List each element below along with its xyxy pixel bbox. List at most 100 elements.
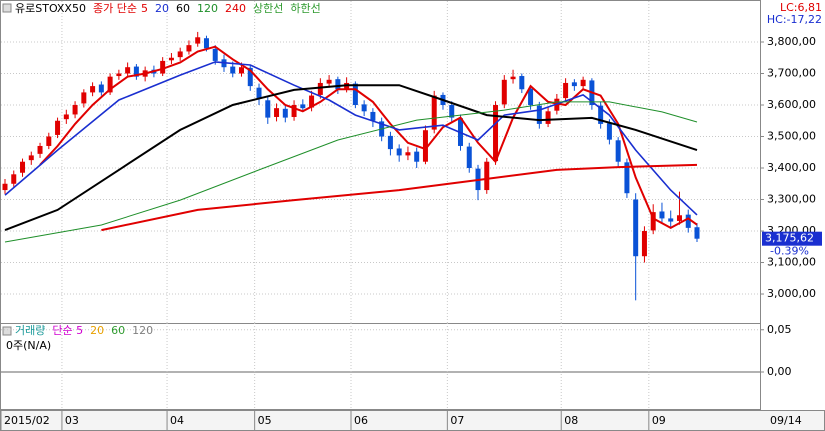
ma-line [4, 101, 698, 243]
candle-body [606, 123, 612, 140]
candle-body [291, 105, 297, 117]
candle-body [571, 82, 577, 87]
candle-body [563, 82, 569, 99]
x-tick-label: 06 [354, 414, 368, 427]
y-tick-label: 3,400,00 [767, 161, 816, 174]
x-tick-label: 07 [450, 414, 464, 427]
date-cursor-label: 09/14 [770, 414, 802, 427]
candle-body [90, 86, 96, 93]
candle-body [20, 161, 26, 173]
y-tick-label: 3,800,00 [767, 35, 816, 48]
change-label: -0.39% [770, 245, 809, 258]
candle-body [230, 66, 236, 74]
volume-panel [0, 323, 761, 410]
panel-icon [2, 3, 12, 13]
candle-body [493, 105, 499, 162]
x-tick-label: 09 [652, 414, 666, 427]
legend-item: 상한선 [253, 2, 283, 15]
y-tick-label: 3,500,00 [767, 130, 816, 143]
y-tick-label: 3,600,00 [767, 98, 816, 111]
ma-line [101, 163, 698, 232]
candle-body [186, 45, 192, 52]
candle-body [676, 215, 682, 221]
candle-body [37, 145, 43, 154]
candle-body [659, 211, 665, 219]
candle-body [370, 111, 376, 121]
legend-item: 20 [90, 324, 104, 337]
candle-body [580, 79, 586, 87]
candle-body [98, 84, 104, 93]
candle-body [650, 212, 656, 231]
x-tick-label: 05 [258, 414, 272, 427]
x-tick-label: 03 [65, 414, 79, 427]
x-tick-label: 08 [564, 414, 578, 427]
candle-body [422, 130, 428, 162]
y-tick-label: 3,300,00 [767, 193, 816, 206]
candle-body [125, 67, 131, 74]
panel-icon [2, 326, 12, 336]
candle-body [414, 151, 420, 162]
legend-item: 5 [141, 2, 148, 15]
legend-item: 종가 단순 [93, 2, 137, 15]
legend-item: 120 [132, 324, 153, 337]
candle-body [265, 100, 271, 118]
candle-body [501, 79, 507, 105]
candle-body [239, 67, 245, 74]
candle-body [344, 82, 350, 90]
candle-body [177, 51, 183, 58]
last-price-box [762, 231, 822, 246]
lc-label: LC:6,81 [780, 1, 822, 14]
legend-item: 60 [111, 324, 125, 337]
candle-body [212, 48, 218, 61]
candle-body [326, 79, 332, 84]
legend-item: 단순 5 [52, 324, 83, 337]
legend-item: 유로STOXX50 [15, 2, 86, 15]
candle-body [309, 95, 315, 108]
candle-body [484, 161, 490, 191]
candle-body [387, 135, 393, 150]
legend-item: 거래량 [15, 324, 45, 337]
candle-body [81, 92, 87, 104]
x-tick-label: 04 [170, 414, 184, 427]
legend-item: 20 [155, 2, 169, 15]
candle-body [396, 148, 402, 156]
candle-body [431, 95, 437, 130]
candle-body [641, 231, 647, 257]
y-tick-label: 3,700,00 [767, 67, 816, 80]
candle-body [361, 104, 367, 112]
candle-body [55, 120, 61, 135]
candle-body [449, 105, 455, 118]
candle-body [274, 108, 280, 117]
candle-body [11, 174, 17, 184]
candle-body [536, 105, 542, 124]
last-price-label: 3,175,62 [765, 232, 814, 245]
y-tick-label: 0,05 [767, 323, 792, 336]
legend-item: 120 [197, 2, 218, 15]
candle-body [352, 83, 358, 106]
candle-body [598, 105, 604, 124]
candle-body [624, 162, 630, 194]
candle-body [63, 114, 69, 120]
y-tick-label: 3,000,00 [767, 287, 816, 300]
candle-body [46, 136, 52, 146]
candle-body [2, 183, 8, 191]
candle-body [685, 214, 691, 228]
candle-body [668, 218, 674, 222]
candle-body [256, 87, 262, 99]
candle-body [335, 79, 341, 90]
candle-body [195, 37, 201, 44]
y-tick-label: 0,00 [767, 365, 792, 378]
legend-item: 하한선 [290, 1, 320, 15]
candle-body [247, 67, 253, 87]
candle-body [160, 60, 166, 74]
volume-note: 0주(N/A) [6, 339, 51, 352]
candle-body [510, 76, 516, 80]
candle-body [545, 111, 551, 124]
candle-body [466, 146, 472, 169]
ma-line [39, 45, 698, 230]
candle-body [405, 152, 411, 156]
ma-line [4, 61, 698, 216]
hc-label: HC:-17,22 [767, 13, 822, 26]
candle-body [633, 199, 639, 257]
